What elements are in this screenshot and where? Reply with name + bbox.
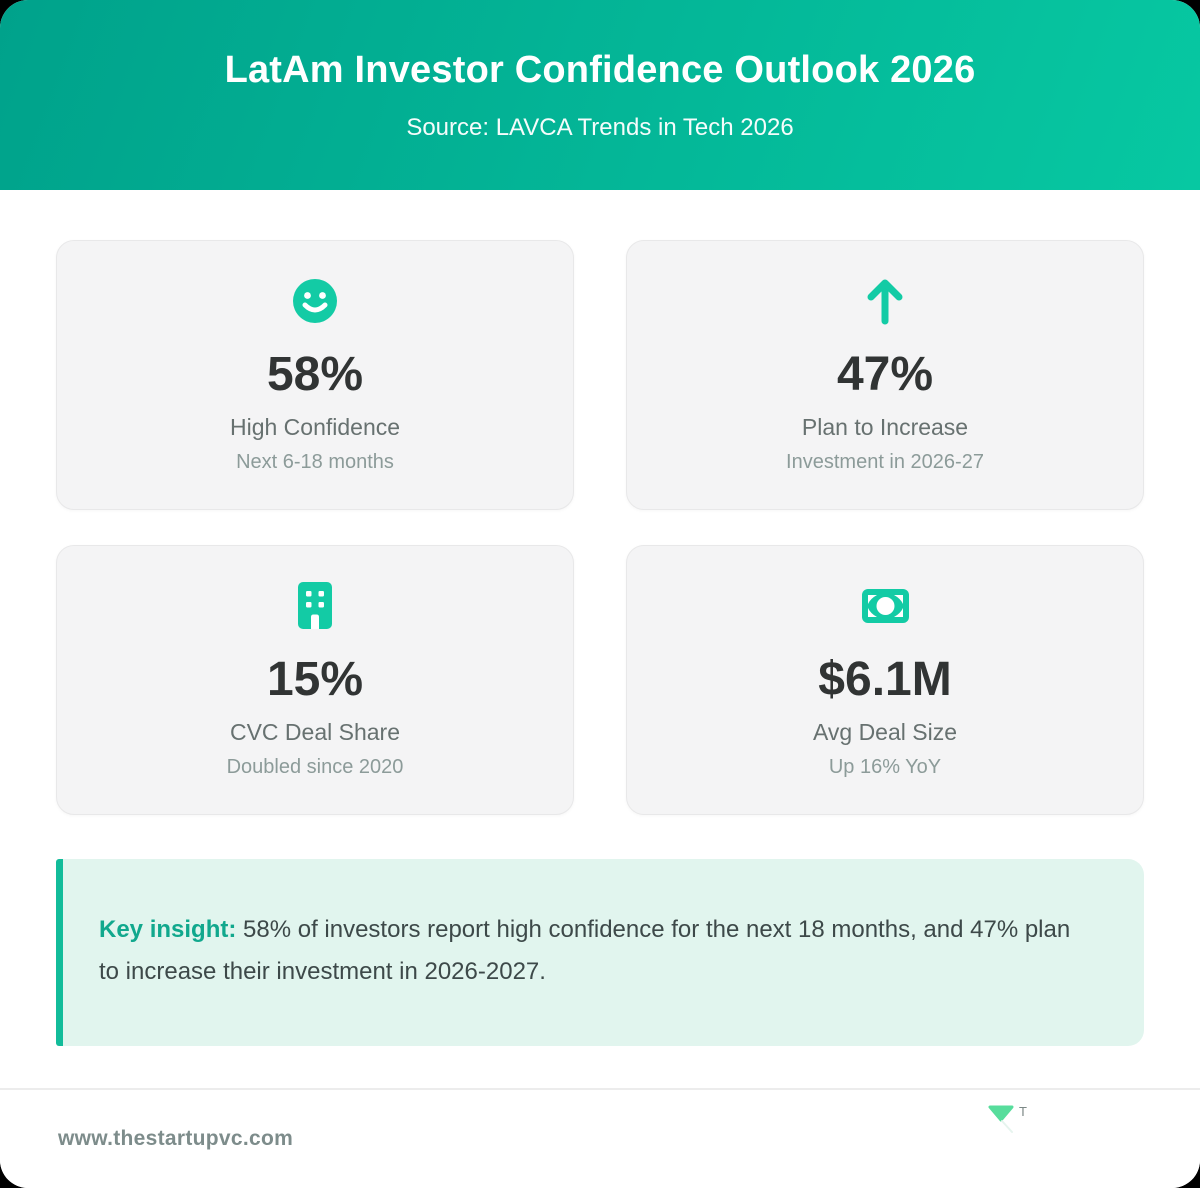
stat-value: 58% (266, 347, 364, 401)
stat-card-high-confidence: 58% High Confidence Next 6-18 months (56, 240, 574, 510)
banknote-icon (861, 582, 909, 630)
header-banner: LatAm Investor Confidence Outlook 2026 S… (0, 0, 1200, 190)
stat-card-cvc-deal-share: 15% CVC Deal Share Doubled since 2020 (56, 545, 574, 815)
stat-value: 15% (266, 652, 364, 706)
content-area: 58% High Confidence Next 6-18 months 47%… (0, 240, 1200, 1046)
key-insight-text: 58% of investors report high confidence … (99, 916, 1071, 985)
stat-sublabel: Doubled since 2020 (226, 755, 404, 778)
stat-card-avg-deal-size: $6.1M Avg Deal Size Up 16% YoY (626, 545, 1144, 815)
logo-letter: T (1019, 1104, 1027, 1119)
footer-bar: www.thestartupvc.com T (0, 1088, 1200, 1188)
stat-sublabel: Up 16% YoY (828, 755, 942, 778)
stat-value: $6.1M (818, 652, 952, 706)
stat-sublabel: Investment in 2026-27 (786, 450, 984, 473)
building-icon (298, 582, 332, 630)
stat-sublabel: Next 6-18 months (236, 450, 394, 473)
stat-label: Avg Deal Size (812, 718, 958, 745)
stat-label: Plan to Increase (801, 413, 969, 440)
arrow-up-icon (864, 277, 906, 325)
website-url: www.thestartupvc.com (58, 1127, 294, 1150)
stat-value: 47% (836, 347, 934, 401)
key-insight-label: Key insight: (99, 916, 237, 943)
logo-triangle-icon (988, 1104, 1014, 1139)
source-subtitle: Source: LAVCA Trends in Tech 2026 (406, 113, 794, 141)
stat-label: High Confidence (229, 413, 401, 440)
stat-cards-grid: 58% High Confidence Next 6-18 months 47%… (56, 240, 1144, 815)
key-insight-callout: Key insight: 58% of investors report hig… (56, 859, 1144, 1046)
page-title: LatAm Investor Confidence Outlook 2026 (224, 48, 976, 91)
brand-logo: T (988, 1104, 1027, 1139)
stat-card-plan-to-increase: 47% Plan to Increase Investment in 2026-… (626, 240, 1144, 510)
stat-label: CVC Deal Share (229, 718, 401, 745)
smiley-face-icon (292, 277, 338, 325)
